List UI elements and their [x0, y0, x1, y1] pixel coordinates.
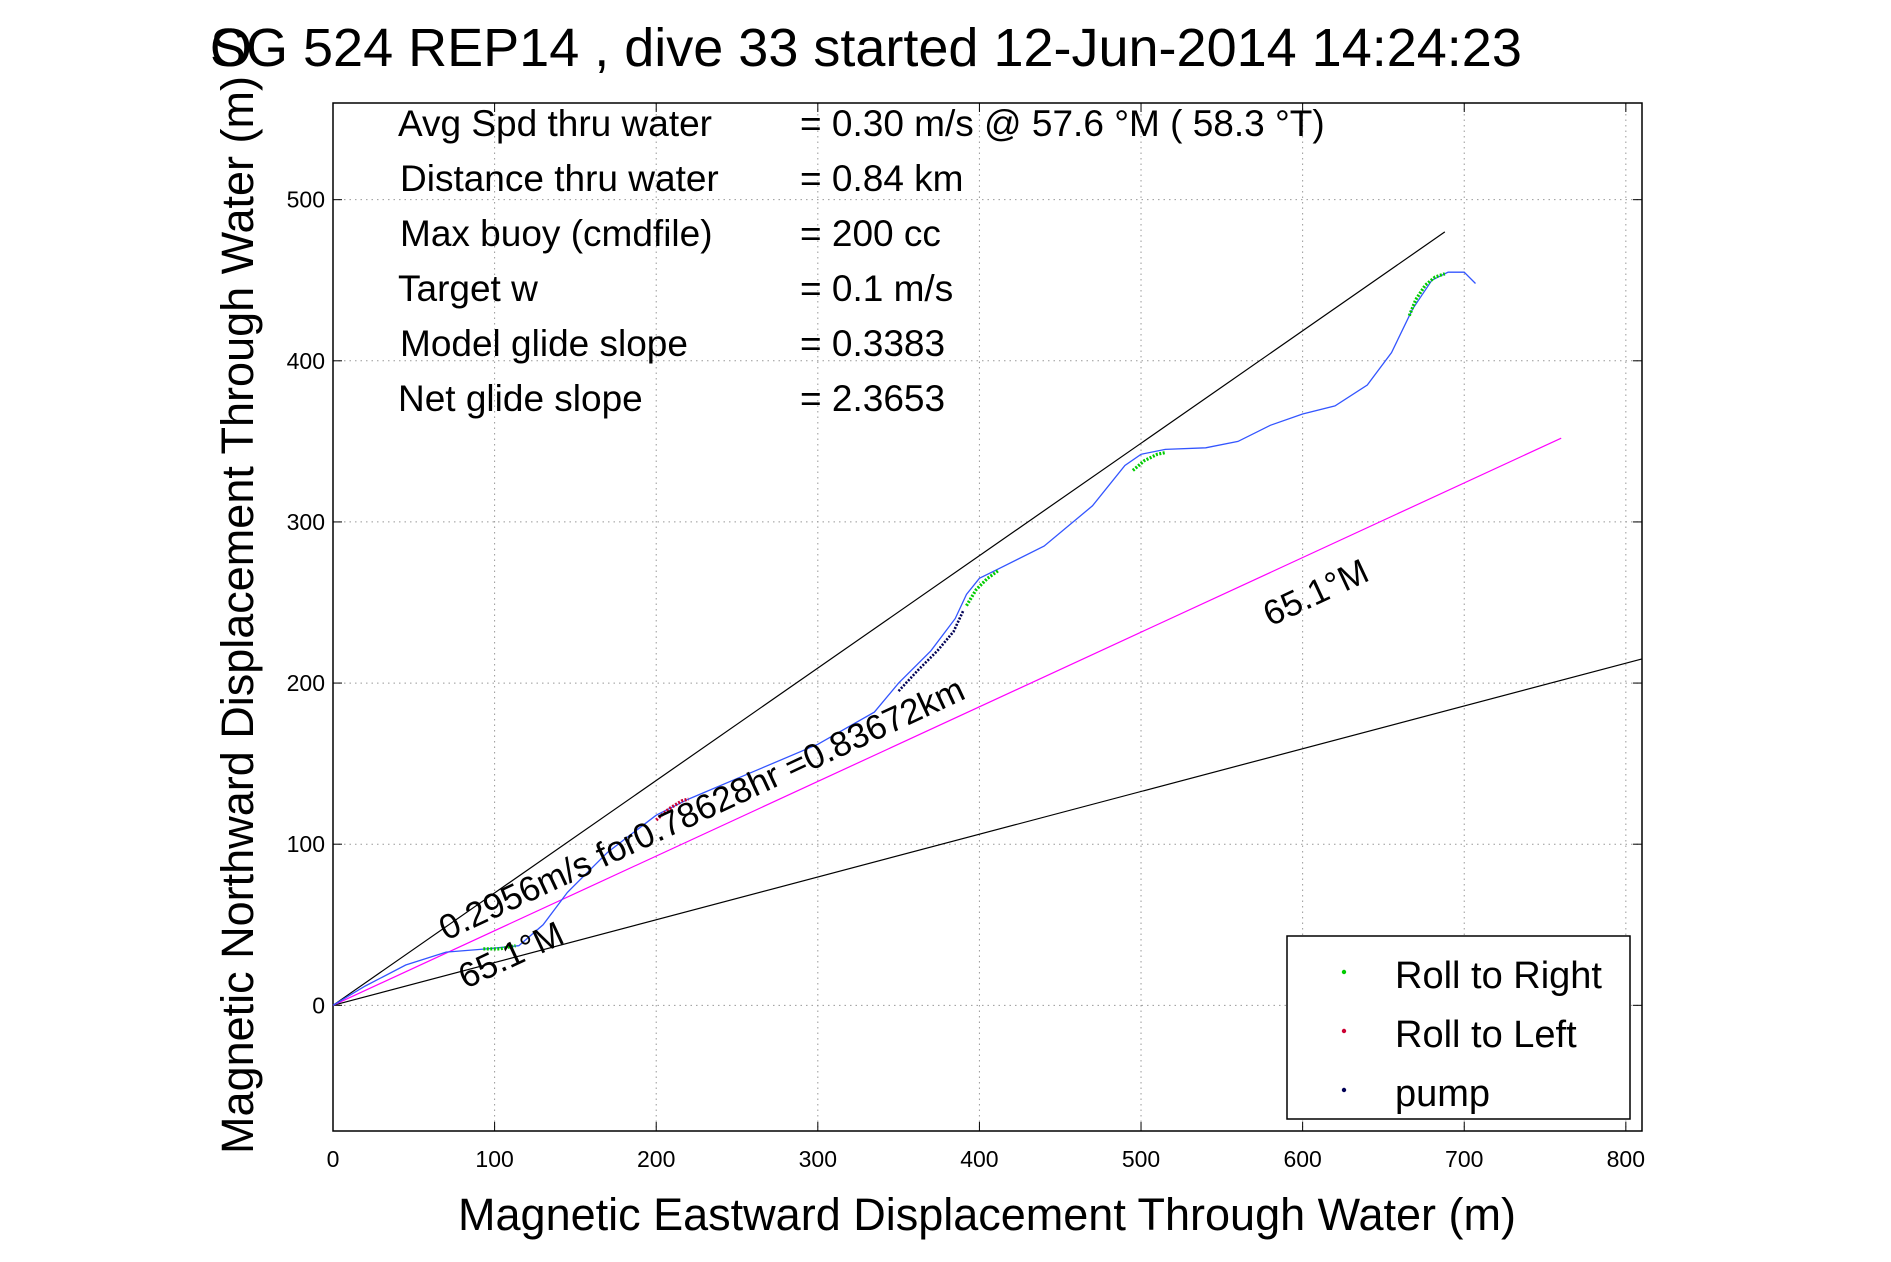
legend-marker-pump	[1341, 1087, 1347, 1093]
chart-title: SG 524 REP14 , dive 33 started 12-Jun-20…	[210, 18, 1522, 78]
legend: Roll to Right Roll to Left pump	[1286, 935, 1631, 1120]
annotation-2: 65.1°M	[1257, 552, 1374, 634]
y-axis-label: Magnetic Northward Displacement Through …	[212, 76, 263, 1154]
plot-area-frame	[332, 102, 1643, 1132]
reference-lines	[332, 231, 1643, 1006]
dive-track	[332, 271, 1476, 1006]
upper-bound-line	[332, 231, 1446, 1006]
y-tick-label: 500	[287, 187, 325, 213]
legend-label-pump: pump	[1395, 1073, 1490, 1115]
roll-right-segment	[1131, 451, 1166, 472]
stat-label-distance: Distance thru water	[400, 158, 719, 199]
legend-marker-roll-right	[1341, 969, 1347, 975]
legend-label-roll-left: Roll to Left	[1395, 1014, 1577, 1056]
x-tick-label: 100	[475, 1146, 513, 1172]
roll-right-segment	[1407, 272, 1446, 317]
stat-label-net-glide: Net glide slope	[398, 378, 643, 419]
stat-value-avg-speed: = 0.30 m/s @ 57.6 °M ( 58.3 °T)	[800, 103, 1325, 144]
stat-value-distance: = 0.84 km	[800, 158, 964, 199]
title-overlap-char: O	[210, 18, 252, 78]
lower-bound-line	[332, 658, 1643, 1006]
annotation-0: 0.2956m/s for0.78628hr =0.83672km	[433, 670, 971, 948]
y-tick-label: 100	[287, 831, 325, 857]
stat-value-target-w: = 0.1 m/s	[800, 268, 953, 309]
mean-heading-line	[332, 437, 1562, 1006]
y-tick-label: 0	[312, 992, 325, 1018]
x-tick-label: 300	[799, 1146, 837, 1172]
x-tick-label: 600	[1283, 1146, 1321, 1172]
x-tick-label: 200	[637, 1146, 675, 1172]
y-tick-label: 200	[287, 670, 325, 696]
stat-value-net-glide: = 2.3653	[800, 378, 945, 419]
x-tick-label: 400	[960, 1146, 998, 1172]
x-tick-label: 800	[1607, 1146, 1645, 1172]
legend-marker-roll-left	[1341, 1028, 1347, 1034]
legend-label-roll-right: Roll to Right	[1395, 955, 1602, 997]
pump-segment	[897, 610, 965, 692]
stat-value-max-buoy: = 200 cc	[800, 213, 941, 254]
x-tick-label: 500	[1122, 1146, 1160, 1172]
track-line	[332, 271, 1476, 1006]
roll-left-segment	[655, 797, 689, 822]
stat-label-avg-speed: Avg Spd thru water	[398, 103, 712, 144]
stat-label-model-glide: Model glide slope	[400, 323, 688, 364]
stats-block: Avg Spd thru water = 0.30 m/s @ 57.6 °M …	[398, 103, 1325, 419]
annotations: 0.2956m/s for0.78628hr =0.83672km65.1°M6…	[433, 552, 1375, 997]
y-tick-label: 400	[287, 348, 325, 374]
roll-right-segment	[483, 944, 516, 951]
x-tick-label: 0	[327, 1146, 340, 1172]
grid	[332, 103, 1642, 1131]
marker-segments	[483, 272, 1446, 951]
x-axis-label: Magnetic Eastward Displacement Through W…	[458, 1189, 1516, 1240]
stat-label-max-buoy: Max buoy (cmdfile)	[400, 213, 713, 254]
stat-label-target-w: Target w	[398, 268, 538, 309]
stat-value-model-glide: = 0.3383	[800, 323, 945, 364]
y-tick-label: 300	[287, 509, 325, 535]
x-tick-label: 700	[1445, 1146, 1483, 1172]
axis-ticks: 0 100 200 300 400 500 600 700 800 0 100 200 300 400 50…	[287, 103, 1645, 1172]
